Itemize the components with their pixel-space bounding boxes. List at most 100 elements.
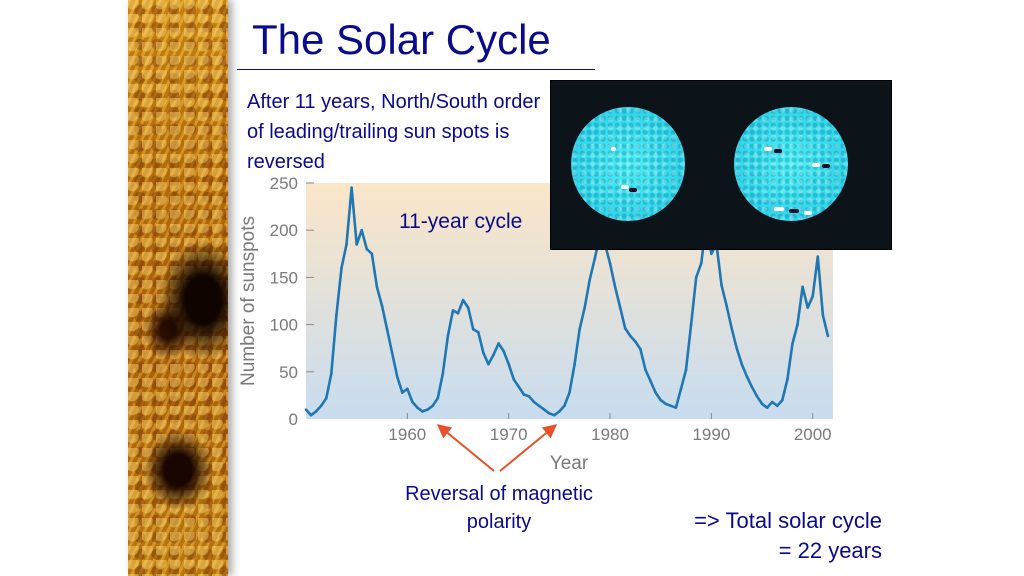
data-point	[654, 391, 657, 394]
data-point	[487, 362, 490, 366]
data-point	[552, 413, 556, 417]
data-point	[406, 387, 409, 391]
data-point	[699, 261, 703, 265]
x-tick-label: 1990	[692, 425, 730, 444]
data-point	[537, 404, 541, 408]
data-point	[796, 323, 799, 326]
data-point	[649, 379, 652, 383]
data-point	[781, 398, 784, 402]
data-point	[669, 404, 673, 408]
data-point	[365, 247, 369, 251]
x-tick-label: 1960	[388, 425, 426, 444]
data-point	[335, 313, 338, 317]
data-point	[639, 347, 642, 351]
data-point	[608, 261, 612, 265]
data-point	[750, 385, 754, 389]
y-tick-label: 50	[279, 363, 298, 382]
data-point	[811, 294, 815, 298]
data-point	[816, 255, 820, 258]
data-point	[588, 277, 592, 281]
data-point	[517, 385, 521, 389]
sun-surface-image	[128, 0, 228, 576]
data-point	[390, 351, 394, 355]
data-point	[826, 334, 830, 338]
data-point	[745, 375, 749, 378]
data-point	[431, 404, 434, 408]
data-point	[801, 285, 804, 289]
x-tick-label: 2000	[794, 425, 832, 444]
x-axis-title: Year	[550, 453, 589, 474]
data-point	[360, 228, 364, 232]
data-point	[400, 391, 404, 394]
data-point	[821, 313, 825, 317]
data-point	[568, 391, 571, 394]
data-point	[314, 410, 318, 413]
data-point	[710, 252, 713, 256]
data-point	[466, 306, 470, 309]
data-point	[436, 396, 440, 400]
caption-polarity-reversal: After 11 years, North/South order of lea…	[247, 91, 541, 173]
data-point	[689, 323, 693, 326]
data-point	[664, 402, 668, 406]
data-point	[355, 243, 358, 246]
caption-total-line1: => Total solar cycle	[694, 508, 882, 533]
data-point	[441, 372, 445, 375]
cycle-label: 11-year cycle	[399, 210, 523, 233]
data-point	[791, 342, 794, 345]
data-point	[476, 330, 480, 334]
data-point	[482, 351, 485, 355]
y-axis: 0 50 100 150 200 250	[270, 174, 314, 429]
data-point	[421, 410, 424, 413]
reversal-arrow-left	[436, 424, 495, 472]
data-point	[806, 306, 809, 309]
data-point	[370, 252, 374, 256]
data-point	[694, 276, 698, 279]
data-point	[375, 285, 379, 289]
data-point	[411, 400, 414, 404]
data-point	[380, 304, 384, 308]
data-point	[502, 349, 505, 353]
data-point	[583, 306, 587, 309]
y-tick-label: 100	[270, 316, 298, 335]
data-point	[618, 306, 622, 309]
y-tick-label: 150	[270, 268, 298, 287]
data-point	[644, 368, 647, 372]
data-point	[527, 395, 531, 398]
x-tick-label: 1970	[490, 425, 528, 444]
magnetogram-image	[550, 80, 892, 250]
data-point	[720, 283, 723, 287]
data-point	[340, 266, 343, 270]
sunspot-series-line	[305, 186, 830, 417]
data-point	[416, 406, 419, 409]
x-tick-label: 1980	[591, 425, 629, 444]
data-point	[309, 413, 313, 417]
data-point	[593, 257, 597, 260]
y-tick-label: 250	[270, 174, 298, 193]
data-point	[304, 408, 308, 411]
y-tick-label: 0	[289, 410, 298, 429]
data-point	[542, 408, 546, 411]
data-point	[578, 328, 581, 331]
data-point	[446, 334, 450, 338]
data-point	[634, 340, 637, 343]
data-point	[456, 311, 460, 315]
data-point	[770, 400, 774, 404]
reversal-arrow-right	[499, 424, 558, 472]
data-point	[385, 328, 389, 331]
y-tick-label: 200	[270, 221, 298, 240]
data-point	[659, 398, 663, 402]
data-point	[350, 186, 353, 190]
data-point	[345, 243, 348, 246]
data-point	[775, 404, 779, 408]
caption-total-cycle: => Total solar cycle = 22 years	[600, 506, 882, 566]
data-point	[730, 327, 733, 330]
data-point	[760, 402, 764, 406]
caption-magnetic-reversal: Reversal of magnetic polarity	[405, 483, 593, 533]
data-point	[674, 406, 678, 409]
data-point	[740, 362, 744, 366]
data-point	[563, 404, 566, 408]
data-point	[765, 406, 769, 409]
data-point	[558, 410, 561, 413]
data-point	[786, 378, 789, 381]
slide-title: The Solar Cycle	[252, 16, 551, 63]
